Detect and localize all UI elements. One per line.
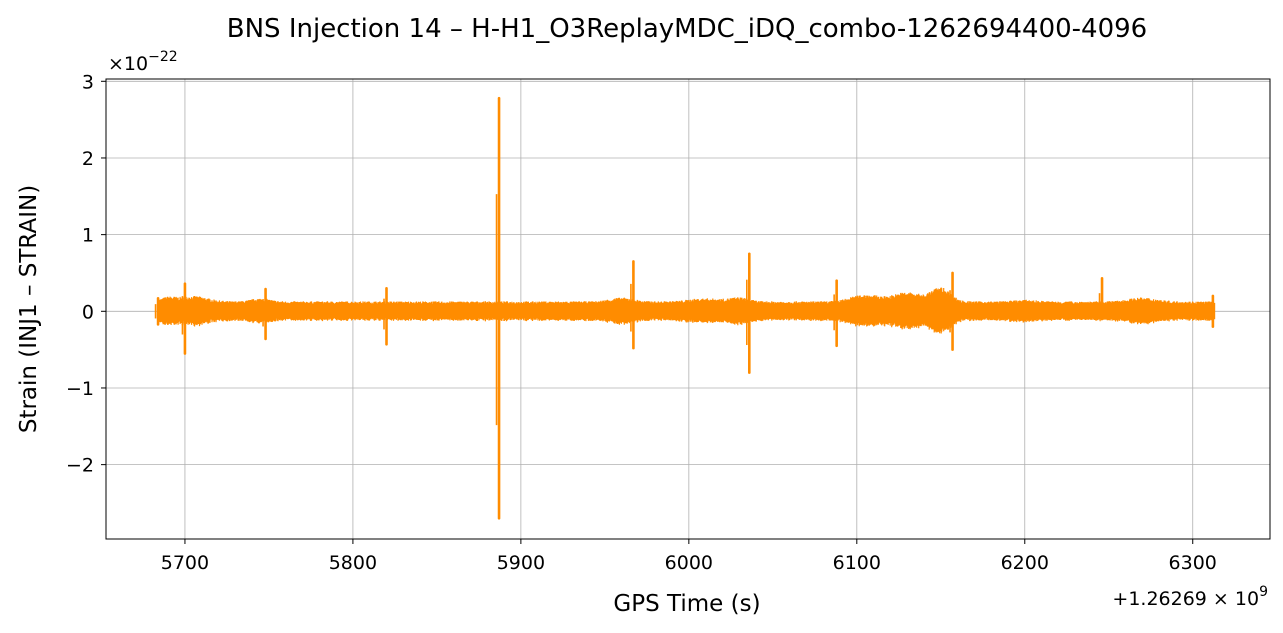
strain-band <box>157 287 1216 334</box>
y-axis-ticks: −2 −1 0 1 2 3 <box>66 71 106 477</box>
x-tick-label: 5900 <box>497 552 545 574</box>
y-tick-label: 3 <box>82 71 94 93</box>
x-tick-label: 5700 <box>161 552 209 574</box>
chart-title: BNS Injection 14 – H-H1_O3ReplayMDC_iDQ_… <box>227 14 1147 44</box>
y-tick-label: −1 <box>66 378 94 400</box>
y-axis-label: Strain (INJ1 – STRAIN) <box>16 185 42 433</box>
y-tick-label: 0 <box>82 301 94 323</box>
y-scale-exponent: −22 <box>148 49 178 65</box>
x-axis-ticks: 5700 5800 5900 6000 6100 6200 6300 <box>161 539 1217 574</box>
y-tick-label: 1 <box>82 225 94 247</box>
x-tick-label: 6100 <box>833 552 881 574</box>
y-tick-label: −2 <box>66 455 94 477</box>
y-scale-factor: ×10−22 <box>108 49 178 75</box>
x-tick-label: 6300 <box>1169 552 1217 574</box>
strain-series <box>154 96 1216 520</box>
x-axis-label: GPS Time (s) <box>613 591 760 617</box>
plot-frame <box>105 78 1271 540</box>
x-tick-label: 6000 <box>665 552 713 574</box>
x-offset-label: +1.26269 × 109 <box>1112 584 1268 610</box>
x-tick-label: 6200 <box>1001 552 1049 574</box>
x-offset-exponent: 9 <box>1259 584 1268 600</box>
y-tick-label: 2 <box>82 148 94 170</box>
x-tick-label: 5800 <box>329 552 377 574</box>
